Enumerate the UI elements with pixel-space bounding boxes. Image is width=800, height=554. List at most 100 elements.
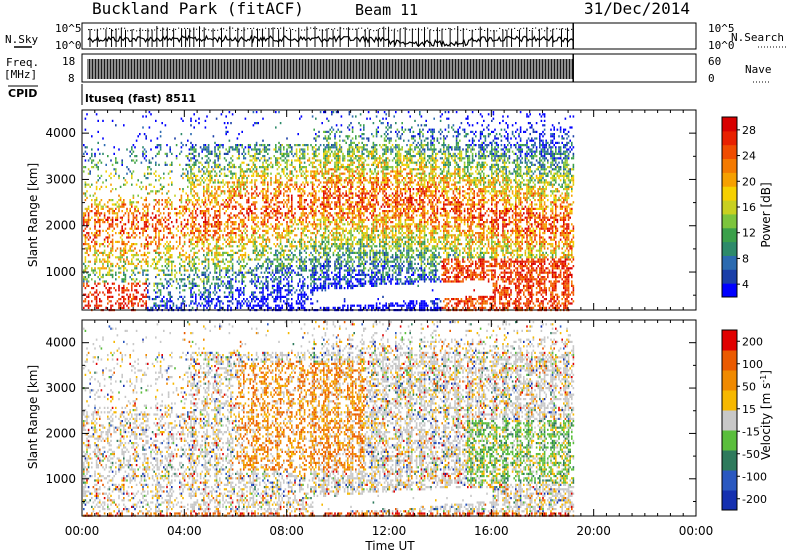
power-cell (137, 258, 139, 260)
power-cell (227, 190, 229, 192)
power-cell (88, 261, 90, 263)
power-cell (323, 186, 325, 188)
power-cell (325, 173, 327, 175)
power-cell (264, 261, 266, 263)
power-cell (328, 173, 330, 175)
power-cell (145, 261, 147, 263)
power-cell (312, 192, 314, 194)
power-cell (323, 252, 325, 254)
power-cell (233, 195, 235, 197)
power-cell (262, 296, 264, 298)
power-cell (221, 223, 223, 225)
power-cell (121, 302, 123, 304)
power-cell (177, 212, 179, 214)
power-cell (253, 245, 255, 247)
power-cell (126, 173, 128, 175)
power-cell (101, 219, 103, 221)
power-cell (334, 223, 336, 225)
power-cell (251, 298, 253, 300)
power-cell (334, 153, 336, 155)
power-cell (267, 252, 269, 254)
power-cell (104, 245, 106, 247)
power-cell (205, 234, 207, 236)
power-cell (286, 153, 288, 155)
power-cell (211, 258, 213, 260)
power-cell (272, 296, 274, 298)
power-cell (91, 184, 93, 186)
noise-panel: N.Sky 10^5 10^0 N.Search 10^5 10^0 (5, 22, 786, 52)
power-cell (123, 274, 125, 276)
power-cell (139, 212, 141, 214)
power-cell (101, 252, 103, 254)
power-cell (192, 278, 194, 280)
power-cell (270, 228, 272, 230)
power-cell (129, 208, 131, 210)
power-cell (230, 173, 232, 175)
power-cell (286, 206, 288, 208)
power-cell (155, 302, 157, 304)
power-cell (123, 124, 125, 126)
power-cell (118, 298, 120, 300)
power-cell (86, 146, 88, 148)
power-cell (161, 298, 163, 300)
power-cell (96, 203, 98, 205)
power-cell (315, 272, 317, 274)
power-cell (173, 280, 175, 282)
power-cell (214, 197, 216, 199)
power-cell (291, 298, 293, 300)
power-cell (257, 230, 259, 232)
power-cell (235, 223, 237, 225)
power-cell (304, 148, 306, 150)
power-cell (267, 159, 269, 161)
power-cell (173, 236, 175, 238)
power-cell (208, 302, 210, 304)
power-cell (134, 162, 136, 164)
power-cell (264, 175, 266, 177)
power-cell (157, 263, 159, 265)
power-cell (261, 256, 263, 258)
power-cell (261, 305, 263, 307)
power-cell (304, 208, 306, 210)
power-cell (302, 300, 304, 302)
power-cell (222, 252, 224, 254)
power-cell (315, 153, 317, 155)
power-cell (216, 214, 218, 216)
power-cell (192, 173, 194, 175)
power-cell (240, 305, 242, 307)
power-cell (187, 179, 189, 181)
power-cell (91, 159, 93, 161)
power-cell (217, 203, 219, 205)
power-cell (105, 236, 107, 238)
power-cell (171, 296, 173, 298)
power-cell (86, 247, 88, 249)
power-cell (139, 186, 141, 188)
power-cell (217, 232, 219, 234)
power-cell (331, 144, 333, 146)
power-cell (222, 186, 224, 188)
power-cell (171, 170, 173, 172)
power-cell (264, 144, 266, 146)
power-cell (192, 225, 194, 227)
power-cell (253, 173, 255, 175)
power-cell (192, 283, 194, 285)
power-cell (208, 263, 210, 265)
power-cell (216, 250, 218, 252)
power-cell (216, 258, 218, 260)
power-cell (323, 263, 325, 265)
power-cell (117, 212, 119, 214)
power-cell (126, 294, 128, 296)
power-cell (203, 267, 205, 269)
power-cell (185, 252, 187, 254)
power-cell (195, 230, 197, 232)
power-cell (104, 285, 106, 287)
power-cell (317, 272, 319, 274)
power-cell (86, 219, 88, 221)
power-cell (293, 217, 295, 219)
power-cell (169, 199, 171, 201)
power-cell (302, 157, 304, 159)
power-cell (206, 146, 208, 148)
power-cell (285, 230, 287, 232)
power-cell (121, 250, 123, 252)
power-cell (312, 287, 314, 289)
power-cell (262, 118, 264, 120)
